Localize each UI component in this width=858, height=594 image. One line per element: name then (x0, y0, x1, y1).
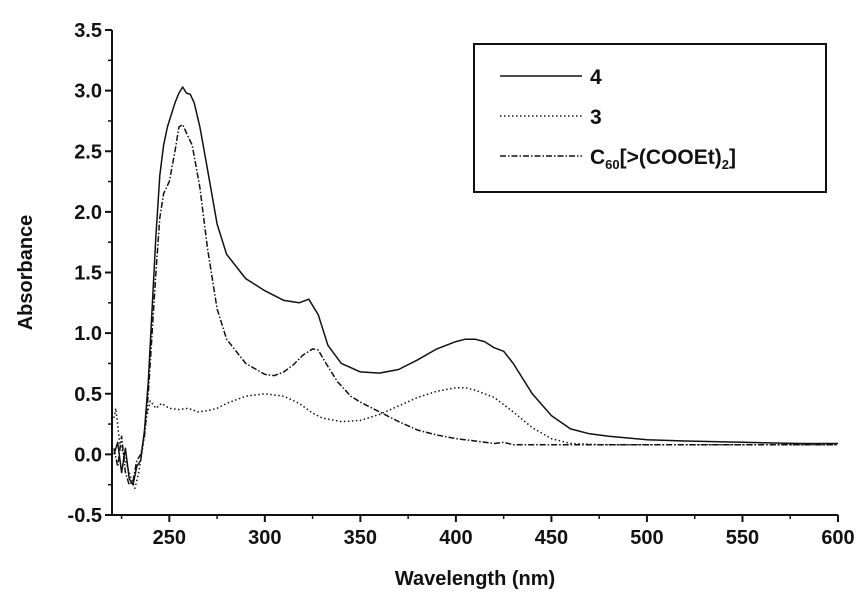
legend-label-4: 4 (590, 66, 602, 89)
legend-label-3: 3 (590, 106, 602, 129)
series-line-1 (113, 86, 838, 486)
y-axis-title: Absorbance (15, 215, 37, 331)
series-line-2 (113, 386, 838, 490)
y-tick-label: 3.5 (74, 20, 102, 42)
y-tick-label: 0.5 (74, 384, 102, 406)
y-tick-label: -0.5 (68, 505, 102, 527)
y-tick-label: 1.0 (74, 323, 102, 345)
y-tick-label: 3.0 (74, 81, 102, 103)
y-ticks: -0.5 0.0 0.5 1.0 1.5 2.0 2.5 3.0 3.5 (68, 20, 112, 527)
legend-c60-rest: [>(COOEt) (620, 146, 722, 169)
legend-label-c60: C60[>(COOEt)2] (590, 146, 736, 172)
legend-c60-close: ] (729, 146, 736, 169)
y-tick-label: 1.5 (74, 263, 102, 285)
legend: 4 3 C60[>(COOEt)2] (473, 43, 827, 193)
x-tick-label: 550 (726, 527, 759, 549)
x-axis-title: Wavelength (nm) (395, 568, 555, 590)
x-ticks: 250 300 350 400 450 500 550 600 (120, 515, 855, 549)
y-tick-label: 0.0 (74, 444, 102, 466)
legend-c60-sub2: 2 (722, 157, 729, 172)
legend-c60-sub: 60 (605, 157, 619, 172)
x-tick-label: 500 (630, 527, 663, 549)
y-tick-label: 2.5 (74, 141, 102, 163)
x-tick-label: 400 (439, 527, 472, 549)
x-tick-label: 450 (535, 527, 568, 549)
legend-box (473, 43, 827, 193)
y-tick-label: 2.0 (74, 202, 102, 224)
x-tick-label: 350 (344, 527, 377, 549)
x-tick-label: 300 (248, 527, 281, 549)
x-tick-label: 250 (153, 527, 186, 549)
legend-c60-main: C (590, 146, 605, 169)
series-group (113, 86, 838, 490)
series-line-3 (113, 123, 838, 486)
x-tick-label: 600 (821, 527, 854, 549)
